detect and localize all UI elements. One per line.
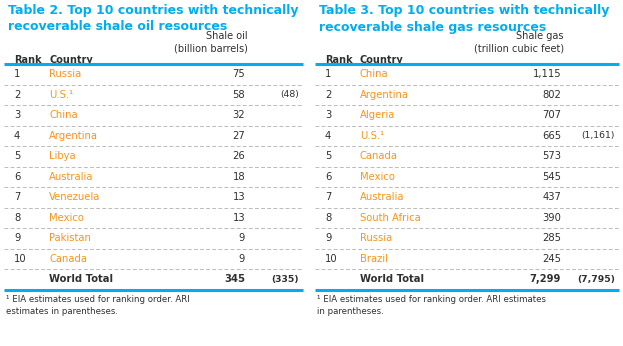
Text: 707: 707 bbox=[542, 110, 561, 120]
Text: 437: 437 bbox=[542, 192, 561, 202]
Text: 665: 665 bbox=[542, 131, 561, 141]
Text: Shale gas
(trillion cubic feet): Shale gas (trillion cubic feet) bbox=[474, 31, 564, 53]
Text: 8: 8 bbox=[325, 213, 331, 223]
Text: Country: Country bbox=[49, 55, 93, 65]
Text: Table 2. Top 10 countries with technically
recoverable shale oil resources: Table 2. Top 10 countries with technical… bbox=[8, 4, 298, 34]
Text: 1: 1 bbox=[325, 69, 331, 79]
Text: 58: 58 bbox=[232, 90, 245, 100]
Text: 1,115: 1,115 bbox=[533, 69, 561, 79]
Text: Argentina: Argentina bbox=[360, 90, 409, 100]
Text: 10: 10 bbox=[14, 254, 27, 264]
Text: Mexico: Mexico bbox=[49, 213, 84, 223]
Text: 9: 9 bbox=[14, 233, 21, 243]
Text: 573: 573 bbox=[542, 151, 561, 161]
Text: Shale oil
(billion barrels): Shale oil (billion barrels) bbox=[174, 31, 248, 53]
Text: Table 3. Top 10 countries with technically
recoverable shale gas resources: Table 3. Top 10 countries with technical… bbox=[319, 4, 609, 34]
Text: 27: 27 bbox=[232, 131, 245, 141]
Text: 4: 4 bbox=[14, 131, 21, 141]
Text: ¹ EIA estimates used for ranking order. ARI estimates
in parentheses.: ¹ EIA estimates used for ranking order. … bbox=[317, 294, 546, 316]
Text: Algeria: Algeria bbox=[360, 110, 396, 120]
Text: Rank: Rank bbox=[325, 55, 353, 65]
Text: Russia: Russia bbox=[360, 233, 392, 243]
Text: 4: 4 bbox=[325, 131, 331, 141]
Text: 3: 3 bbox=[14, 110, 21, 120]
Text: 7: 7 bbox=[14, 192, 21, 202]
Text: Australia: Australia bbox=[49, 172, 93, 182]
Text: South Africa: South Africa bbox=[360, 213, 421, 223]
Text: Brazil: Brazil bbox=[360, 254, 388, 264]
Text: 7: 7 bbox=[325, 192, 331, 202]
Text: China: China bbox=[49, 110, 78, 120]
Text: 802: 802 bbox=[542, 90, 561, 100]
Text: 9: 9 bbox=[239, 233, 245, 243]
Text: 345: 345 bbox=[224, 274, 245, 284]
Text: 7,299: 7,299 bbox=[530, 274, 561, 284]
Text: 18: 18 bbox=[232, 172, 245, 182]
Text: Rank: Rank bbox=[14, 55, 42, 65]
Text: 2: 2 bbox=[14, 90, 21, 100]
Text: ¹ EIA estimates used for ranking order. ARI
estimates in parentheses.: ¹ EIA estimates used for ranking order. … bbox=[6, 294, 190, 316]
Text: 13: 13 bbox=[232, 192, 245, 202]
Text: Country: Country bbox=[360, 55, 404, 65]
Text: Venezuela: Venezuela bbox=[49, 192, 100, 202]
Text: 6: 6 bbox=[325, 172, 331, 182]
Text: 245: 245 bbox=[542, 254, 561, 264]
Text: 8: 8 bbox=[14, 213, 21, 223]
Text: 9: 9 bbox=[239, 254, 245, 264]
Text: Libya: Libya bbox=[49, 151, 75, 161]
Text: (7,795): (7,795) bbox=[577, 275, 615, 284]
Text: Argentina: Argentina bbox=[49, 131, 98, 141]
Text: Russia: Russia bbox=[49, 69, 81, 79]
Text: 26: 26 bbox=[232, 151, 245, 161]
Text: 9: 9 bbox=[325, 233, 331, 243]
Text: 75: 75 bbox=[232, 69, 245, 79]
Text: 32: 32 bbox=[232, 110, 245, 120]
Text: Australia: Australia bbox=[360, 192, 404, 202]
Text: (335): (335) bbox=[272, 275, 299, 284]
Text: Pakistan: Pakistan bbox=[49, 233, 91, 243]
Text: 545: 545 bbox=[542, 172, 561, 182]
Text: 5: 5 bbox=[14, 151, 21, 161]
Text: 13: 13 bbox=[232, 213, 245, 223]
Text: 6: 6 bbox=[14, 172, 21, 182]
Text: 5: 5 bbox=[325, 151, 331, 161]
Text: 3: 3 bbox=[325, 110, 331, 120]
Text: U.S.¹: U.S.¹ bbox=[49, 90, 73, 100]
Text: (48): (48) bbox=[280, 90, 299, 99]
Text: Mexico: Mexico bbox=[360, 172, 395, 182]
Text: World Total: World Total bbox=[360, 274, 424, 284]
Text: Canada: Canada bbox=[49, 254, 87, 264]
Text: U.S.¹: U.S.¹ bbox=[360, 131, 384, 141]
Text: (1,161): (1,161) bbox=[582, 131, 615, 140]
Text: 390: 390 bbox=[542, 213, 561, 223]
Text: China: China bbox=[360, 69, 389, 79]
Text: 1: 1 bbox=[14, 69, 21, 79]
Text: World Total: World Total bbox=[49, 274, 113, 284]
Text: 285: 285 bbox=[542, 233, 561, 243]
Text: Canada: Canada bbox=[360, 151, 398, 161]
Text: 2: 2 bbox=[325, 90, 331, 100]
Text: 10: 10 bbox=[325, 254, 338, 264]
